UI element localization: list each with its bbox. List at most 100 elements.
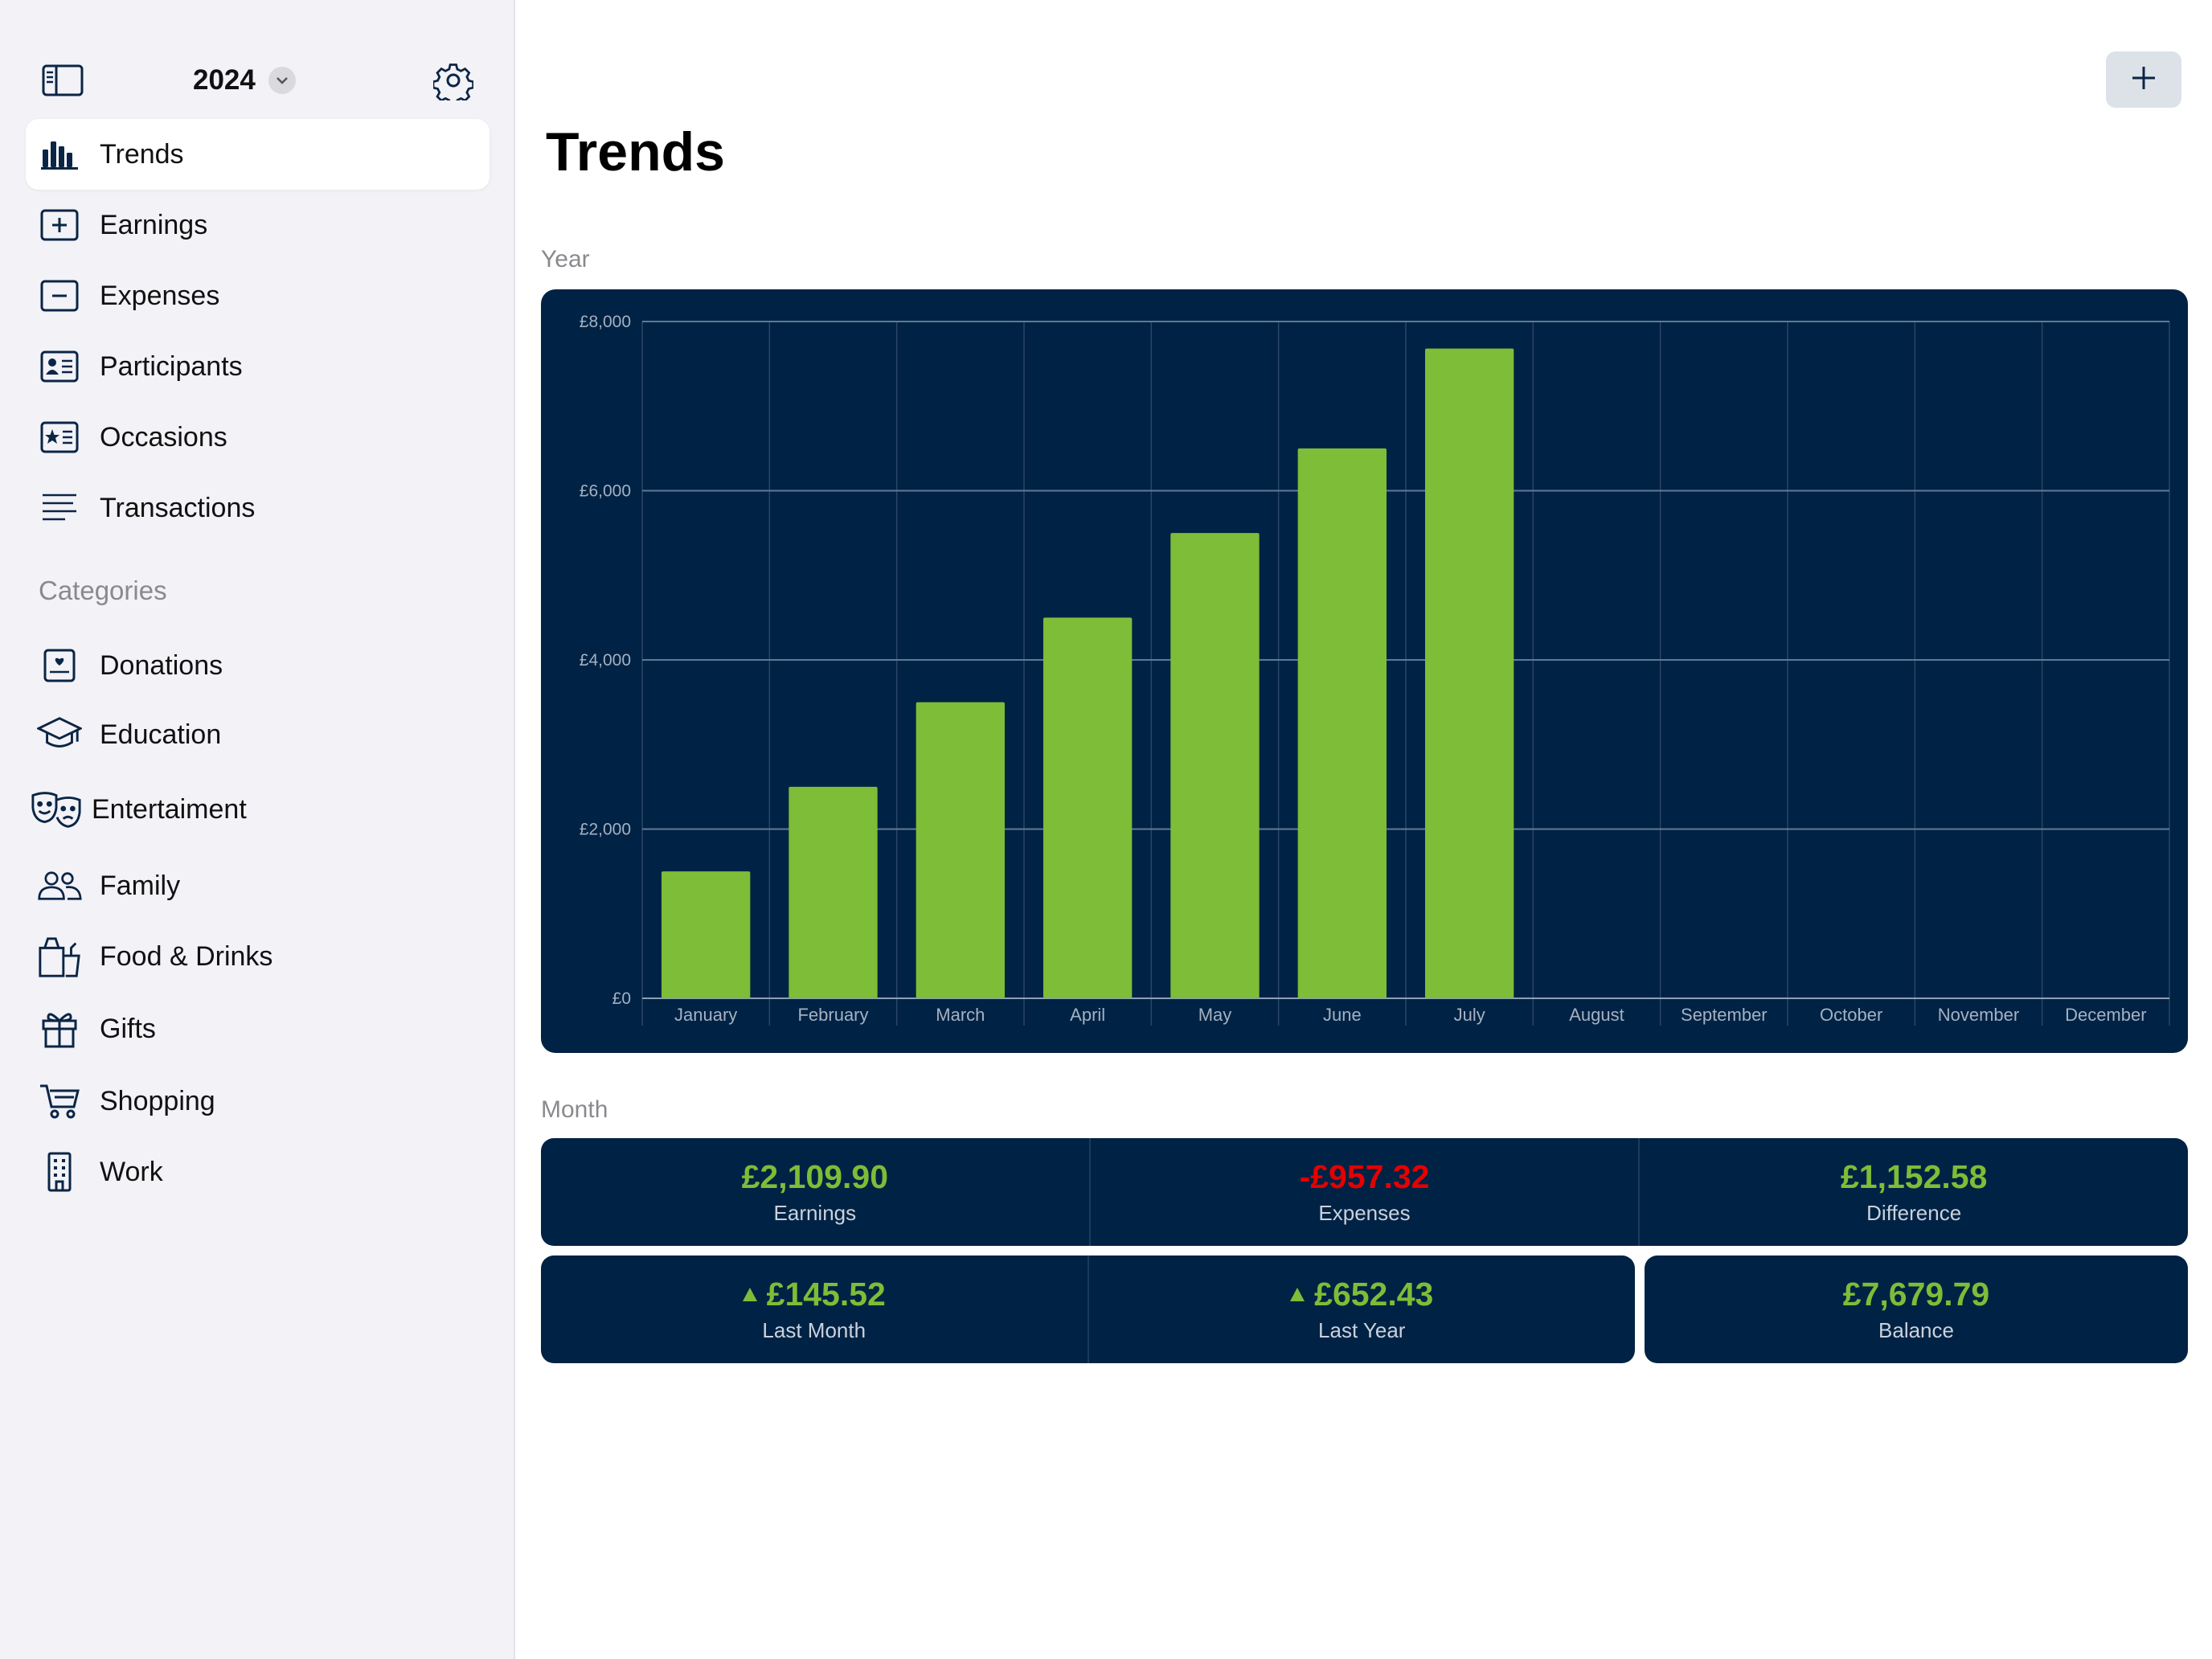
main-content: Trends Year £0 £2,000 £4,000 £6,000 £8,000 Ja…	[515, 0, 2212, 1659]
y-tick-label: £0	[612, 989, 631, 1008]
x-tick-label: July	[1454, 1005, 1485, 1025]
sidebar-item-family[interactable]: Family	[26, 850, 490, 921]
x-tick-label: September	[1681, 1005, 1768, 1025]
sidebar-item-label: Trends	[100, 138, 184, 170]
sidebar-item-label: Gifts	[100, 1013, 156, 1044]
sidebar-item-label: Education	[100, 719, 222, 750]
sidebar-item-trends[interactable]: Trends	[26, 119, 490, 190]
sidebar-item-label: Occasions	[100, 421, 227, 453]
add-button[interactable]	[2106, 51, 2181, 108]
primary-nav: Trends Earnings Expenses Participants Oc…	[26, 119, 490, 543]
sidebar-item-shopping[interactable]: Shopping	[26, 1066, 490, 1137]
sidebar-item-food-drinks[interactable]: Food & Drinks	[26, 921, 490, 992]
difference-value: £1,152.58	[1840, 1158, 1988, 1195]
sidebar-item-label: Transactions	[100, 492, 256, 523]
sidebar-item-label: Earnings	[100, 209, 208, 240]
trend-up-icon	[1290, 1288, 1305, 1301]
categories-list: Donations Education Entertaiment Family …	[26, 630, 490, 1207]
cart-icon	[37, 1079, 82, 1124]
y-tick-label: £8,000	[580, 313, 631, 331]
bar-january	[662, 871, 751, 998]
x-tick-label: May	[1198, 1005, 1232, 1025]
x-tick-label: December	[2065, 1005, 2146, 1025]
year-bar-chart: £0 £2,000 £4,000 £6,000 £8,000 January Februar…	[580, 313, 2170, 1026]
last-month-value: £145.52	[766, 1276, 886, 1313]
last-month-label: Last Month	[762, 1318, 866, 1342]
x-tick-label: October	[1820, 1005, 1882, 1025]
year-text: 2024	[193, 64, 256, 96]
earnings-value: £2,109.90	[741, 1158, 889, 1195]
last-month-value-row: £145.52	[742, 1276, 886, 1313]
sidebar-item-work[interactable]: Work	[26, 1137, 490, 1207]
bar-march	[916, 702, 1005, 998]
last-year-label: Last Year	[1318, 1318, 1406, 1342]
y-tick-label: £2,000	[580, 821, 631, 839]
balance-card: £7,679.79 Balance	[1645, 1256, 2188, 1363]
sidebar-item-label: Expenses	[100, 280, 220, 311]
y-tick-label: £6,000	[580, 482, 631, 501]
last-year-value: £652.43	[1314, 1276, 1434, 1313]
sidebar-item-label: Shopping	[100, 1085, 215, 1116]
bar-july	[1425, 348, 1514, 998]
year-selector[interactable]: 2024	[193, 58, 296, 103]
sidebar-item-label: Participants	[100, 350, 243, 382]
sidebar-item-label: Food & Drinks	[100, 940, 273, 972]
x-tick-label: June	[1323, 1005, 1362, 1025]
gear-icon[interactable]	[431, 58, 476, 103]
people-icon	[37, 863, 82, 908]
sidebar-item-earnings[interactable]: Earnings	[26, 190, 490, 260]
bar-february	[789, 786, 878, 998]
donation-icon	[37, 643, 82, 688]
sidebar-header: 2024	[0, 0, 515, 161]
sidebar-item-label: Work	[100, 1156, 163, 1187]
bar-june	[1297, 448, 1387, 998]
person-card-icon	[37, 344, 82, 389]
comparison-card: £145.52 Last Month £652.43 Last Year	[541, 1256, 1635, 1363]
y-tick-label: £4,000	[580, 651, 631, 670]
sidebar-item-transactions[interactable]: Transactions	[26, 473, 490, 543]
month-summary-card: £2,109.90 Earnings -£957.32 Expenses £1,…	[541, 1138, 2188, 1246]
trend-up-icon	[742, 1288, 757, 1301]
x-tick-label: March	[936, 1005, 985, 1025]
sidebar-item-education[interactable]: Education	[26, 701, 490, 768]
difference-label: Difference	[1866, 1201, 1962, 1225]
sidebar-item-entertainment[interactable]: Entertaiment	[26, 768, 490, 850]
sidebar-item-participants[interactable]: Participants	[26, 331, 490, 402]
balance-label: Balance	[1878, 1318, 1954, 1342]
sidebar-toggle-icon[interactable]	[42, 59, 84, 101]
star-card-icon	[37, 415, 82, 460]
minus-square-icon	[37, 273, 82, 318]
sidebar-item-label: Family	[100, 870, 181, 901]
sidebar-item-donations[interactable]: Donations	[26, 630, 490, 701]
bar-chart-icon	[37, 132, 82, 177]
difference-tile: £1,152.58 Difference	[1638, 1138, 2188, 1246]
month-section-label: Month	[541, 1096, 608, 1123]
sidebar-item-expenses[interactable]: Expenses	[26, 260, 490, 331]
gift-icon	[37, 1006, 82, 1051]
page-title: Trends	[546, 121, 725, 182]
plus-square-icon	[37, 203, 82, 248]
bar-may	[1170, 533, 1260, 998]
x-tick-label: April	[1070, 1005, 1105, 1025]
food-drinks-icon	[37, 934, 82, 979]
x-tick-label: November	[1938, 1005, 2019, 1025]
earnings-tile: £2,109.90 Earnings	[541, 1138, 1089, 1246]
sidebar-item-occasions[interactable]: Occasions	[26, 402, 490, 473]
expenses-tile: -£957.32 Expenses	[1088, 1138, 1639, 1246]
balance-value: £7,679.79	[1842, 1276, 1990, 1313]
year-section-label: Year	[541, 246, 590, 272]
sidebar-item-label: Donations	[100, 649, 223, 681]
plus-icon	[2130, 64, 2157, 96]
x-tick-label: January	[674, 1005, 737, 1025]
balance-tile: £7,679.79 Balance	[1645, 1256, 2188, 1363]
expenses-label: Expenses	[1318, 1201, 1411, 1225]
expenses-value: -£957.32	[1299, 1158, 1430, 1195]
x-tick-label: February	[797, 1005, 868, 1025]
last-year-tile: £652.43 Last Year	[1087, 1256, 1636, 1363]
sidebar: 2024 Trends	[0, 0, 515, 1659]
building-icon	[37, 1149, 82, 1194]
bar-april	[1043, 617, 1133, 998]
sidebar-item-gifts[interactable]: Gifts	[26, 992, 490, 1066]
last-month-tile: £145.52 Last Month	[541, 1256, 1088, 1363]
theater-masks-icon	[31, 787, 82, 832]
